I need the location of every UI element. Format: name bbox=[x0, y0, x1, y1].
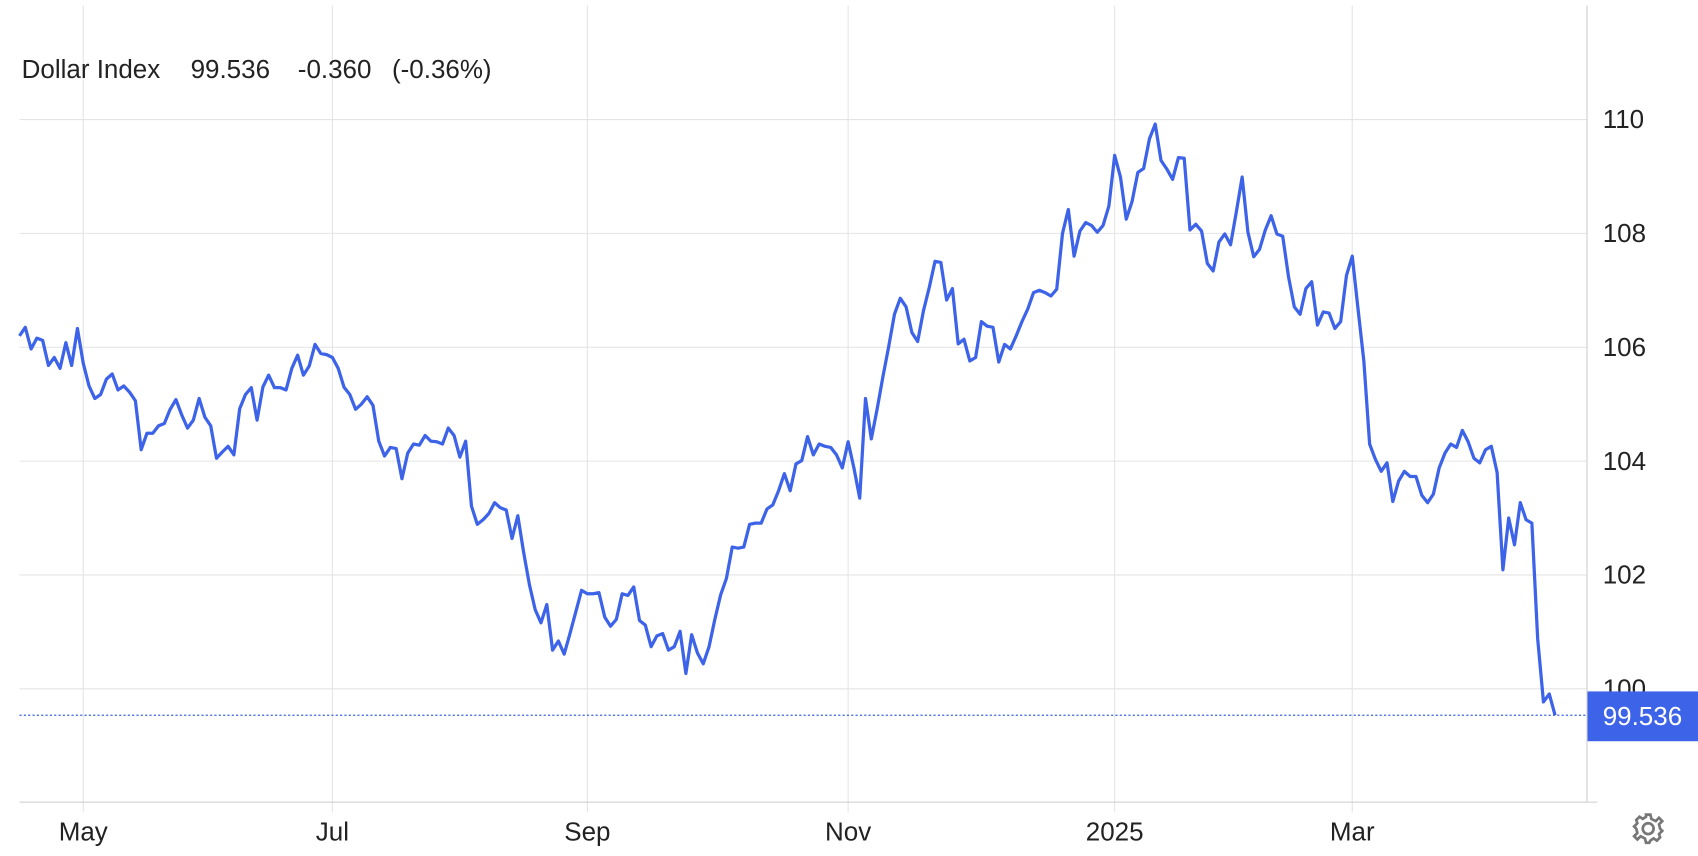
y-tick-label: 110 bbox=[1603, 104, 1644, 134]
plot: 99.536 bbox=[18, 122, 1698, 742]
x-tick-label: 2025 bbox=[1086, 817, 1144, 847]
last-value-box bbox=[1587, 691, 1698, 742]
y-tick-label: 108 bbox=[1603, 218, 1646, 248]
header-change-percent: (-0.36%) bbox=[392, 54, 492, 84]
x-tick-label: Jul bbox=[316, 817, 349, 847]
y-tick-label: 102 bbox=[1603, 560, 1646, 590]
y-tick-label: 106 bbox=[1603, 332, 1646, 362]
settings-icon[interactable] bbox=[1632, 813, 1665, 845]
last-value-label: 99.536 bbox=[1603, 701, 1682, 731]
y-tick-label: 104 bbox=[1603, 446, 1646, 476]
header-title: Dollar Index bbox=[22, 54, 161, 84]
header-last-value: 99.536 bbox=[191, 54, 270, 84]
x-tick-label: Mar bbox=[1330, 817, 1375, 847]
price-line bbox=[18, 122, 1557, 716]
x-tick-label: May bbox=[59, 817, 108, 847]
x-tick-label: Sep bbox=[564, 817, 610, 847]
x-tick-label: Nov bbox=[825, 817, 871, 847]
header-change: -0.360 bbox=[298, 54, 372, 84]
